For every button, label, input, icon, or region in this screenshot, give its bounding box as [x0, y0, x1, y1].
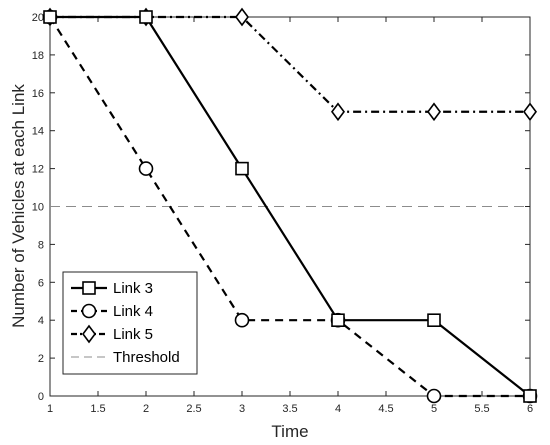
data-point-link-3 — [139, 10, 153, 24]
x-tick-label: 5.5 — [474, 403, 489, 415]
data-point-link-5 — [427, 102, 441, 122]
data-point-link-3 — [427, 313, 441, 328]
y-tick-label: 16 — [32, 88, 44, 100]
data-point-link-4 — [426, 388, 442, 404]
data-point-link-5 — [523, 102, 537, 122]
data-point-link-4 — [234, 312, 250, 328]
legend-label: Link 5 — [113, 326, 153, 343]
y-tick-label: 10 — [32, 202, 44, 214]
series-layer — [42, 7, 538, 404]
y-tick-label: 2 — [38, 353, 44, 365]
y-axis-label: Number of Vehicles at each Link — [9, 84, 28, 328]
y-tick-label: 18 — [32, 50, 44, 62]
x-tick-label: 3 — [239, 403, 245, 415]
legend: Link 3 Link 4 Link 5 Threshold — [62, 271, 198, 375]
y-tick-label: 8 — [38, 239, 44, 251]
x-axis-label: Time — [271, 422, 308, 441]
legend-label: Link 4 — [113, 303, 153, 320]
tick-group: 1 1.5 2 2.5 3 3.5 4 4.5 5 5.5 6 0 2 4 6 8 10 12 14 16 18 20 — [32, 12, 533, 415]
x-tick-label: 1 — [47, 403, 53, 415]
x-tick-label: 4.5 — [378, 403, 393, 415]
x-tick-label: 6 — [527, 403, 533, 415]
x-tick-label: 2 — [143, 403, 149, 415]
legend-marker — [82, 324, 96, 344]
y-tick-label: 14 — [32, 126, 44, 138]
legend-marker — [82, 281, 96, 295]
legend-label: Link 3 — [113, 280, 153, 297]
data-point-link-3 — [235, 161, 249, 176]
data-point-link-5 — [235, 7, 249, 27]
data-point-link-4 — [138, 161, 154, 176]
data-point-link-3 — [43, 10, 57, 24]
y-tick-label: 12 — [32, 164, 44, 176]
x-tick-label: 4 — [335, 403, 341, 415]
y-tick-label: 4 — [38, 315, 44, 327]
x-tick-label: 3.5 — [282, 403, 297, 415]
x-tick-label: 1.5 — [90, 403, 105, 415]
data-point-link-3 — [523, 389, 537, 403]
x-tick-label: 2.5 — [186, 403, 201, 415]
data-point-link-3 — [331, 313, 345, 328]
y-tick-label: 0 — [38, 391, 44, 403]
legend-label: Threshold — [113, 349, 180, 366]
y-tick-label: 20 — [32, 12, 44, 24]
series-line-link-3 — [50, 15, 531, 397]
legend-marker — [81, 303, 97, 319]
x-tick-label: 5 — [431, 403, 437, 415]
data-point-link-5 — [331, 102, 345, 122]
series-line-link-4 — [49, 16, 530, 398]
y-tick-label: 6 — [38, 277, 44, 289]
